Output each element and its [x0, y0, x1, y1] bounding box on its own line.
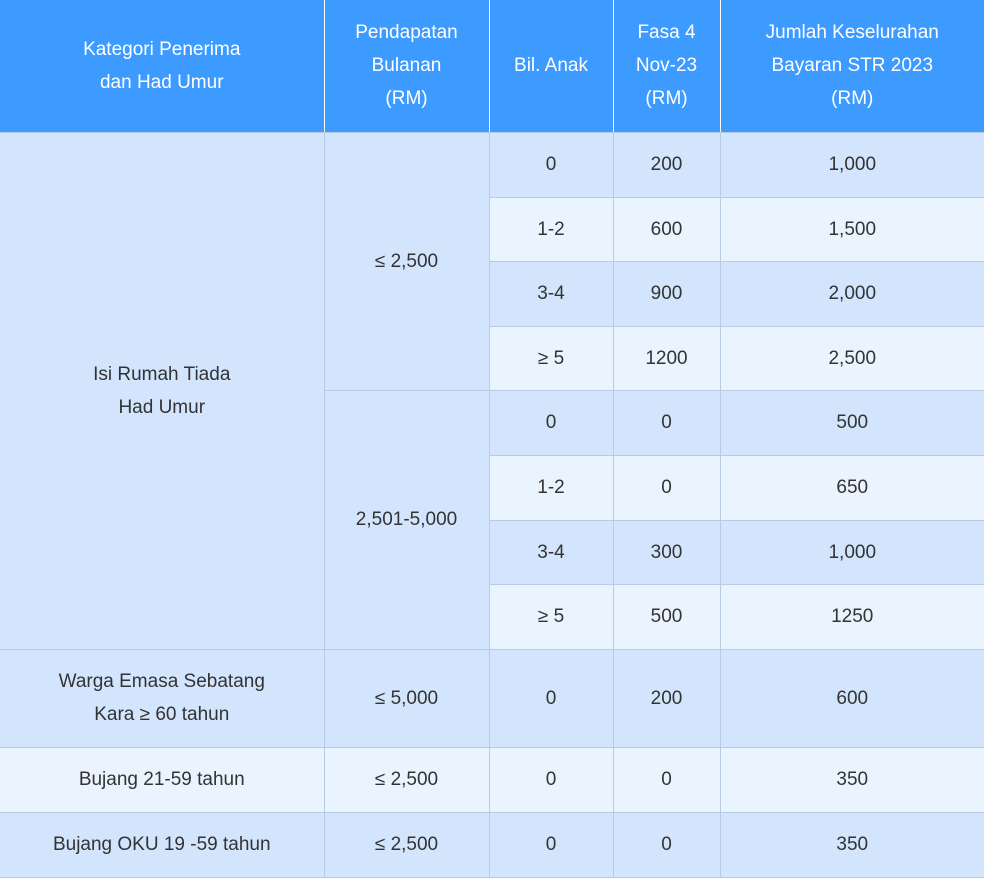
bil-anak-cell: 3-4	[489, 519, 614, 585]
table-row: 1-2 0 650	[0, 454, 984, 521]
fasa4-cell: 0	[612, 811, 721, 878]
bil-anak-cell: 1-2	[489, 454, 614, 521]
jumlah-cell: 1250	[719, 583, 984, 650]
jumlah-cell: 1,500	[719, 196, 984, 262]
jumlah-cell: 650	[719, 454, 984, 521]
jumlah-cell: 1,000	[719, 131, 984, 198]
jumlah-cell: 600	[719, 648, 984, 748]
pendapatan-cell: ≤ 2,500	[323, 746, 490, 813]
bil-anak-cell: ≥ 5	[489, 583, 614, 650]
header-row: Kategori Penerima dan Had Umur Pendapatan…	[0, 0, 984, 133]
table-row-bujang-oku: Bujang OKU 19 -59 tahun ≤ 2,500 0 0 350	[0, 811, 984, 878]
jumlah-cell: 500	[719, 389, 984, 456]
bil-anak-cell: 1-2	[489, 196, 614, 262]
fasa4-cell: 1200	[612, 325, 721, 391]
fasa4-cell: 0	[612, 389, 721, 456]
header-jumlah: Jumlah Keselurahan Bayaran STR 2023 (RM)	[720, 0, 984, 133]
jumlah-cell: 1,000	[719, 519, 984, 585]
bil-anak-cell: 0	[488, 131, 614, 198]
header-pendapatan: Pendapatan Bulanan (RM)	[324, 0, 490, 133]
kategori-warga-emas: Warga Emasa Sebatang Kara ≥ 60 tahun	[0, 648, 325, 748]
fasa4-cell: 900	[612, 260, 721, 327]
kategori-isi-rumah: Isi Rumah Tiada Had Umur	[0, 131, 325, 650]
bil-anak-cell: 3-4	[489, 260, 614, 327]
table-row: ≥ 5 500 1250	[0, 583, 984, 650]
kategori-bujang-oku: Bujang OKU 19 -59 tahun	[0, 811, 325, 878]
bil-anak-cell: 0	[488, 648, 614, 748]
table-row: Isi Rumah Tiada Had Umur ≤ 2,500 0 200 1,…	[0, 131, 984, 650]
pendapatan-cell: ≤ 5,000	[323, 648, 490, 748]
jumlah-cell: 2,500	[719, 325, 984, 391]
jumlah-cell: 350	[719, 746, 984, 813]
jumlah-cell: 2,000	[719, 260, 984, 327]
fasa4-cell: 0	[612, 454, 721, 521]
pendapatan-cell: ≤ 2,500	[323, 811, 490, 878]
bil-anak-cell: 0	[488, 389, 614, 456]
fasa4-cell: 300	[612, 519, 721, 585]
table-row-warga-emas: Warga Emasa Sebatang Kara ≥ 60 tahun ≤ 5,…	[0, 648, 984, 748]
table-row: ≥ 5 1200 2,500	[0, 325, 984, 391]
bil-anak-cell: ≥ 5	[489, 325, 614, 391]
header-kategori: Kategori Penerima dan Had Umur	[0, 0, 325, 133]
jumlah-cell: 350	[719, 811, 984, 878]
header-bil-anak: Bil. Anak	[489, 0, 614, 133]
fasa4-cell: 0	[612, 746, 721, 813]
table-row: 3-4 900 2,000	[0, 260, 984, 327]
bil-anak-cell: 0	[488, 746, 614, 813]
table-row: 3-4 300 1,000	[0, 519, 984, 585]
header-fasa4: Fasa 4 Nov-23 (RM)	[613, 0, 721, 133]
income-group-2: 2,501-5,000	[324, 389, 490, 650]
fasa4-cell: 500	[612, 583, 721, 650]
fasa4-cell: 600	[612, 196, 721, 262]
table-row-bujang: Bujang 21-59 tahun ≤ 2,500 0 0 350	[0, 746, 984, 813]
fasa4-cell: 200	[612, 648, 721, 748]
kategori-bujang: Bujang 21-59 tahun	[0, 746, 325, 813]
income-group-1: ≤ 2,500	[323, 131, 490, 391]
fasa4-cell: 200	[612, 131, 721, 198]
table-row: 2,501-5,000 0 0 500	[0, 389, 984, 650]
bil-anak-cell: 0	[488, 811, 614, 878]
